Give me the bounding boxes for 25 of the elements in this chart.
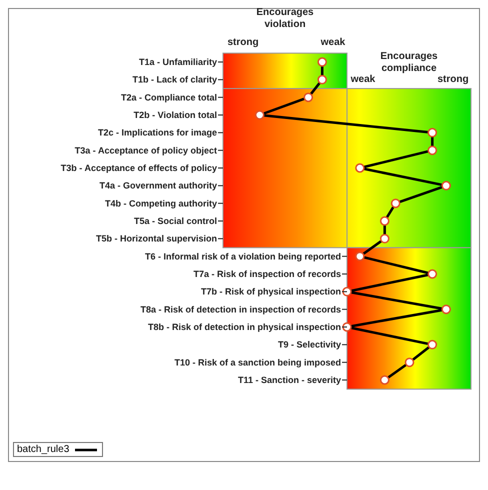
y-tick-label: T5a - Social control — [134, 216, 217, 226]
y-tick-label: T3a - Acceptance of policy object — [74, 145, 217, 156]
y-tick-label: T8b - Risk of detection in physical inspection — [148, 322, 341, 332]
y-tick-label: T2b - Violation total — [134, 110, 217, 120]
y-tick-label: T4a - Government authority — [99, 180, 217, 191]
text: strong — [226, 37, 260, 50]
y-tick-label: T8a - Risk of detection in inspection of records — [140, 304, 341, 314]
y-tick-label: T2a - Compliance total — [120, 92, 217, 102]
y-tick-label: T11 - Sanction - severity — [238, 375, 341, 385]
y-tick-label: T3b - Acceptance of effects of policy — [60, 163, 217, 173]
y-tick-label: T4b - Competing authority — [105, 198, 217, 208]
text: Encourages violation — [255, 7, 315, 32]
y-tick-label: T10 - Risk of a sanction being imposed — [174, 357, 341, 368]
annotation: weak — [350, 74, 376, 86]
annotation: strong — [436, 74, 470, 86]
y-tick-label: T6 - Informal risk of a violation being reported — [144, 251, 341, 262]
text: weak — [320, 37, 346, 50]
y-tick-label: T9 - Selectivity — [278, 340, 341, 350]
legend-label: batch_rule3 — [17, 444, 70, 455]
y-tick-label: T7a - Risk of inspection of records — [193, 269, 341, 279]
y-tick-label: T5b - Horizontal supervision — [96, 234, 217, 244]
y-tick-label: T1b - Lack of clarity — [132, 74, 217, 85]
y-tick-label: T2c - Implications for image — [98, 128, 217, 138]
y-tick-label: T7b - Risk of physical inspection — [200, 286, 341, 297]
y-tick-label: T1a - Unfamiliarity — [138, 57, 217, 67]
